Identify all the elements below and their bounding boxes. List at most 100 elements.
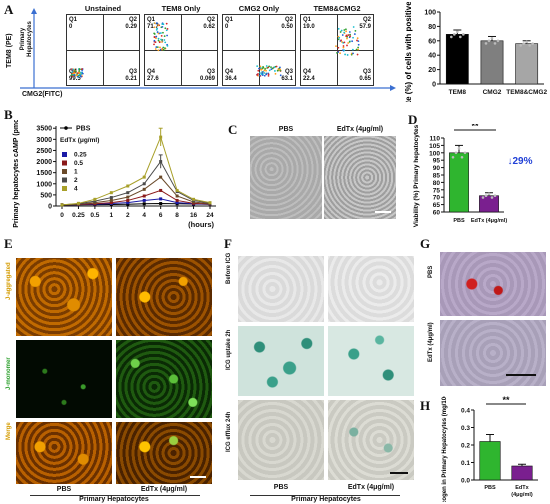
flow-title: CMG2 Only	[238, 4, 280, 13]
data-point	[463, 151, 467, 155]
flow-event	[161, 41, 163, 43]
x-tick-label: 6	[159, 212, 163, 219]
flow-title: TEM8&CMG2	[313, 4, 361, 13]
f-image-edtx-uptake	[328, 326, 414, 396]
flow-event	[261, 74, 264, 77]
y-tick-label: 0.0	[461, 478, 470, 485]
quadrant-q2: Q2 57.9	[359, 17, 371, 30]
c-image-edtx	[324, 136, 396, 219]
bar	[515, 43, 539, 85]
quadrant-line-h	[145, 50, 217, 51]
panel-label-c: C	[228, 122, 238, 137]
flow-event	[357, 48, 360, 51]
flow-event	[347, 34, 350, 36]
flow-event	[258, 67, 260, 70]
flow-event	[166, 34, 168, 37]
flow-event	[257, 69, 260, 72]
flow-event	[153, 36, 156, 38]
flow-event	[72, 68, 75, 71]
flow-event	[337, 38, 340, 41]
flow-event	[159, 46, 161, 49]
e-image-edtx-merge	[116, 422, 212, 484]
legend-label: 2	[74, 177, 78, 184]
chart-h-bar: 0.0 0.1 0.2 0.3 0.4 PBS EdTx(4μg/ml) Glycogen i…	[442, 396, 538, 502]
flow-event	[356, 39, 358, 42]
flow-event	[153, 26, 156, 29]
data-point	[456, 30, 459, 34]
flow-event	[274, 72, 277, 75]
x-axis-label: (hours)	[188, 220, 214, 229]
flow-event	[70, 74, 73, 76]
y-tick-label: 0.2	[461, 443, 470, 450]
data-point	[519, 44, 522, 47]
data-point	[528, 44, 531, 47]
g-row-label-pbs: PBS	[428, 265, 434, 278]
data-point	[142, 194, 146, 198]
flow-event	[340, 39, 343, 42]
flow-event	[78, 73, 81, 76]
data-point	[126, 201, 130, 205]
f-caption-line	[250, 495, 400, 496]
data-point	[493, 194, 497, 198]
flow-event	[73, 72, 76, 75]
flow-title: Unstained	[84, 4, 122, 13]
e-row-label-1: J-aggregated	[6, 262, 12, 300]
data-point	[459, 35, 462, 39]
data-point	[159, 202, 163, 206]
panel-label-a: A	[4, 2, 14, 17]
data-point	[109, 201, 113, 205]
x-tick-label: 16	[190, 212, 198, 219]
flow-event	[153, 22, 156, 25]
quadrant-line-h	[223, 50, 295, 51]
data-point	[159, 175, 163, 179]
e-image-pbs-monomer	[16, 340, 112, 418]
data-point	[525, 40, 528, 44]
data-point	[60, 203, 64, 207]
flow-y-axis-label: TEM8 (PE)	[6, 33, 13, 68]
f-row-label-1: Before ICG	[226, 252, 232, 284]
flow-dots	[335, 26, 360, 56]
flow-event	[81, 72, 84, 75]
quadrant-q4: Q4 36.4	[225, 69, 237, 82]
flow-event	[73, 73, 76, 76]
flow-event	[153, 39, 156, 42]
data-point	[481, 196, 485, 199]
c-col-label-pbs: PBS	[278, 126, 294, 133]
flow-event	[72, 72, 75, 75]
y-tick-label: 70	[433, 195, 441, 202]
flow-dots	[70, 68, 84, 78]
flow-event	[268, 65, 271, 68]
data-point	[487, 39, 491, 43]
flow-event	[349, 35, 352, 38]
y-tick-label: 110	[430, 136, 441, 143]
flow-event	[337, 46, 340, 49]
flow-event	[260, 68, 263, 71]
significance-label: **	[471, 124, 479, 131]
flow-event	[154, 48, 157, 50]
flow-event	[78, 72, 81, 75]
y-axis-label: The rate (%) of cells with positive stai…	[404, 2, 413, 102]
data-point	[93, 201, 97, 205]
data-point	[490, 36, 494, 40]
data-point	[457, 147, 461, 150]
f-row-label-2: ICG uptake 2h	[226, 329, 232, 370]
flow-event	[157, 39, 160, 42]
quadrant-q1: Q1 0	[69, 17, 78, 30]
bar	[449, 152, 469, 213]
f-image-edtx-before	[328, 256, 414, 322]
flow-event	[163, 39, 166, 41]
data-point	[490, 196, 494, 199]
flow-event	[157, 37, 160, 40]
flow-event	[345, 28, 347, 31]
y-axis-label: Viability (%) Primary hepatocytes	[413, 124, 420, 227]
flow-event	[80, 71, 83, 74]
data-point	[93, 197, 97, 201]
bar	[479, 441, 501, 481]
quadrant-q3: Q3 0.65	[359, 69, 371, 82]
y-tick-label: 40	[428, 53, 436, 60]
data-point	[531, 42, 534, 45]
data-point	[76, 201, 80, 205]
legend-label: 4	[74, 186, 78, 193]
data-point	[93, 199, 97, 203]
